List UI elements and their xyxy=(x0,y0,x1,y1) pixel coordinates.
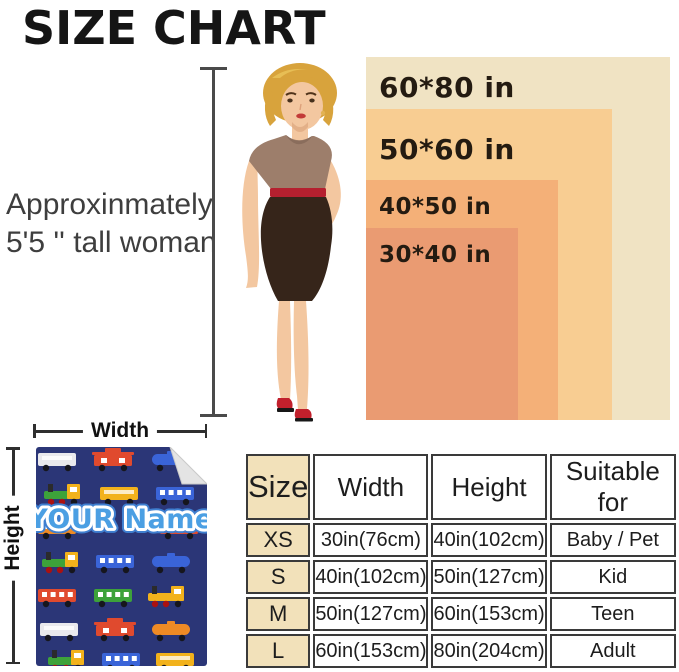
size-box-label-60x80: 60*80 in xyxy=(379,71,515,104)
blanket-preview: YOUR Name YOUR Name YOUR Name xyxy=(36,447,207,666)
cell-s-width: 40in(102cm) xyxy=(313,560,429,594)
cell-xs-suitable: Baby / Pet xyxy=(549,523,676,557)
woman-eyebrow-left xyxy=(285,92,297,96)
svg-text:YOUR Name: YOUR Name xyxy=(36,504,207,535)
header-suitable-for: Suitable for xyxy=(549,454,676,520)
header-height: Height xyxy=(431,454,547,520)
model-note-line2: 5'5 '' tall woman xyxy=(6,226,217,259)
cell-s-size: S xyxy=(246,560,311,594)
size-table-container: Size Width Height Suitable for XS 30in(7… xyxy=(243,451,679,671)
table-row-l: L 60in(153cm) 80in(204cm) Adult xyxy=(246,634,676,668)
height-ruler-line xyxy=(212,67,215,417)
header-size: Size xyxy=(246,454,311,520)
size-table: Size Width Height Suitable for XS 30in(7… xyxy=(243,451,679,671)
header-width: Width xyxy=(313,454,429,520)
table-row-s: S 40in(102cm) 50in(127cm) Kid xyxy=(246,560,676,594)
cell-m-suitable: Teen xyxy=(549,597,676,631)
cell-l-suitable: Adult xyxy=(549,634,676,668)
cell-l-width: 60in(153cm) xyxy=(313,634,429,668)
svg-text:YOUR Name: YOUR Name xyxy=(36,504,207,535)
train-icon xyxy=(38,448,200,666)
width-measure-label: Width xyxy=(82,419,158,443)
woman-earring xyxy=(320,110,326,116)
size-box-30x40: 30*40 in xyxy=(366,228,518,420)
cell-m-size: M xyxy=(246,597,311,631)
woman-eye-left xyxy=(287,98,293,103)
woman-leg-right xyxy=(293,301,309,410)
height-ruler-bottom-cap xyxy=(200,414,227,417)
woman-illustration xyxy=(242,63,341,422)
size-box-label-40x50: 40*50 in xyxy=(379,194,492,220)
blanket-height-measure: Height xyxy=(0,447,27,664)
height-ruler xyxy=(200,67,227,417)
height-measure-tick-bottom xyxy=(6,661,20,664)
woman-skirt xyxy=(260,197,333,301)
cell-l-height: 80in(204cm) xyxy=(431,634,547,668)
woman-eyebrow-right xyxy=(305,92,317,96)
page-title: SIZE CHART xyxy=(22,1,326,55)
model-note-line1: Approxinmately xyxy=(6,188,213,221)
cell-l-size: L xyxy=(246,634,311,668)
blanket-corner-fold xyxy=(169,447,207,485)
cell-xs-height: 40in(102cm) xyxy=(431,523,547,557)
height-measure-label: Height xyxy=(0,495,27,581)
cell-xs-size: XS xyxy=(246,523,311,557)
width-measure-tick-right xyxy=(204,424,207,438)
cell-xs-width: 30in(76cm) xyxy=(313,523,429,557)
cell-s-height: 50in(127cm) xyxy=(431,560,547,594)
model-height-note: Approxinmately 5'5 '' tall woman xyxy=(6,186,217,262)
table-header-row: Size Width Height Suitable for xyxy=(246,454,676,520)
woman-leg-left xyxy=(276,301,292,400)
woman-lips xyxy=(296,113,306,119)
woman-belt xyxy=(270,188,326,197)
table-row-m: M 50in(127cm) 60in(153cm) Teen xyxy=(246,597,676,631)
woman-arm-left xyxy=(242,161,260,288)
cell-m-width: 50in(127cm) xyxy=(313,597,429,631)
blanket-width-measure: Width xyxy=(33,419,207,443)
woman-blouse xyxy=(249,135,332,193)
size-box-label-50x60: 50*60 in xyxy=(379,133,515,166)
woman-eye-right xyxy=(309,98,315,103)
table-row-xs: XS 30in(76cm) 40in(102cm) Baby / Pet xyxy=(246,523,676,557)
cell-m-height: 60in(153cm) xyxy=(431,597,547,631)
width-measure-tick-left xyxy=(33,424,36,438)
blanket-name-text: YOUR Name YOUR Name YOUR Name xyxy=(36,499,207,540)
size-box-label-30x40: 30*40 in xyxy=(379,242,492,268)
woman-shoe-left xyxy=(276,398,293,409)
svg-text:YOUR Name: YOUR Name xyxy=(36,504,207,535)
woman-shoe-right xyxy=(294,409,312,419)
cell-s-suitable: Kid xyxy=(549,560,676,594)
